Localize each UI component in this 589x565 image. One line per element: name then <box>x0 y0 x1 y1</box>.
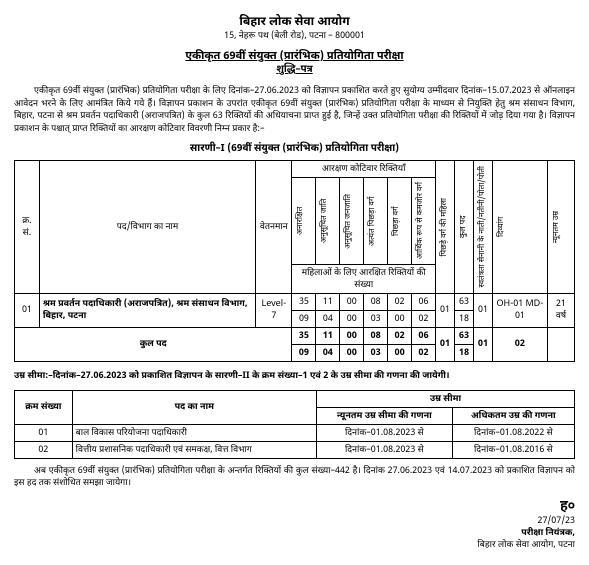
t2-sl: क्रम संख्या <box>15 390 73 424</box>
r1b-ews: 02 <box>412 310 436 327</box>
r1-dis: OH-01 MD-01 <box>492 293 547 327</box>
tb-unres: 09 <box>292 344 316 361</box>
ta-unres: 35 <box>292 327 316 344</box>
ta-st: 00 <box>340 327 364 344</box>
table1-title: सारणी–I (69वीं संयुक्त (प्रारंभिक) प्रति… <box>14 143 575 156</box>
th-bc: पिछड़ा वर्ग <box>391 194 403 248</box>
vacancy-table: क्र. सं. पद/विभाग का नाम वेतनमान आरक्षण … <box>14 160 575 361</box>
r1b-bc: 00 <box>388 310 412 327</box>
age-table: क्रम संख्या पद का नाम उम्र सीमा न्यूनतम … <box>14 390 575 459</box>
tb-ews: 02 <box>412 344 436 361</box>
signature-title: परीक्षा नियंत्रक, <box>14 527 575 539</box>
th-sc: अनुसूचित जाति <box>319 194 331 248</box>
org-address: 15, नेहरू पथ (बेली रोड), पटना – 800001 <box>14 30 575 42</box>
r1a-st: 00 <box>340 293 364 310</box>
tb-bc: 00 <box>388 344 412 361</box>
tb-ebc: 03 <box>364 344 388 361</box>
th-women-row: महिलाओं के लिए आरक्षित रिक्तियों की संख्… <box>292 264 436 293</box>
tb-total: 18 <box>454 344 473 361</box>
signature-scribble: ह० <box>14 496 575 515</box>
t2r2-post: वित्तीय प्रशासनिक पदाधिकारी एवं समकक्ष, … <box>72 441 316 458</box>
ta-ebc: 08 <box>364 327 388 344</box>
th-ff: स्वतंत्रता सेनानी के नाती/नतीनी/पोता/पोत… <box>477 164 489 290</box>
signature-block: ह० 27/07/23 परीक्षा नियंत्रक, बिहार लोक … <box>14 496 575 551</box>
th-dis: दिव्यांग <box>496 200 508 254</box>
th-reserve-group: आरक्षण कोटिवार रिक्तियाँ <box>292 161 436 178</box>
exam-title: एकीकृत 69वीं संयुक्त (प्रारंभिक) प्रतियो… <box>14 50 575 64</box>
ta-ews: 06 <box>412 327 436 344</box>
th-pay: वेतनमान <box>256 161 292 293</box>
ta-dis: 02 <box>492 327 547 361</box>
t2r1-sl: 01 <box>15 424 73 441</box>
th-st: अनुसूचित जनजाति <box>343 192 355 251</box>
r1-wtotal: 18 <box>454 310 473 327</box>
th-sl: क्र. सं. <box>15 161 40 293</box>
ta-ff: 01 <box>473 327 492 361</box>
r1b-st: 00 <box>340 310 364 327</box>
t2r2-min: दिनांक–01.08.2023 से <box>316 441 452 458</box>
intro-paragraph: एकीकृत 69वीं संयुक्त (प्रारंभिक) प्रतियो… <box>14 85 575 135</box>
th-ews: आर्थिक रूप से कमजोर वर्ग <box>415 180 427 261</box>
r1a-sc: 11 <box>316 293 340 310</box>
r1a-bc: 02 <box>388 293 412 310</box>
r1b-sc: 04 <box>316 310 340 327</box>
r1-sl: 01 <box>15 293 40 327</box>
doc-type: शुद्धि–पत्र <box>14 64 575 77</box>
r1-pay: Level-7 <box>256 293 292 327</box>
ta-sc: 11 <box>316 327 340 344</box>
closing-paragraph: अब एकीकृत 69वीं संयुक्त (प्रारंभिक) प्रत… <box>14 465 575 490</box>
age-note: उम्र सीमा:–दिनांक–27.06.2023 को प्रकाशित… <box>14 370 575 382</box>
signature-org: बिहार लोक सेवा आयोग, पटना <box>14 539 575 551</box>
r1a-ebc: 08 <box>364 293 388 310</box>
t2-min: न्यूनतम उम्र सीमा की गणना <box>316 407 452 424</box>
r1-post: श्रम प्रवर्तन पदाधिकारी (अराजपत्रित), श्… <box>39 293 255 327</box>
org-name: बिहार लोक सेवा आयोग <box>14 14 575 30</box>
th-ebc: अत्यंत पिछड़ा वर्ग <box>367 194 379 248</box>
t2-age: उम्र सीमा <box>316 390 574 407</box>
t2r1-post: बाल विकास परियोजना पदाधिकारी <box>72 424 316 441</box>
t2r2-max: दिनांक–01.08.2016 से <box>452 441 574 458</box>
r1-total: 63 <box>454 293 473 310</box>
th-total: कुल पद <box>458 200 470 254</box>
th-unres: अनारक्षित <box>295 194 307 248</box>
t2-max: अधिकतम उम्र की गणना <box>452 407 574 424</box>
total-label: कुल पद <box>15 327 292 361</box>
r1-age: 21 वर्ष <box>547 293 574 327</box>
th-post: पद/विभाग का नाम <box>39 161 255 293</box>
t2r2-sl: 02 <box>15 441 73 458</box>
r1b-unres: 09 <box>292 310 316 327</box>
ta-bcw: 01 <box>435 327 454 361</box>
r1-ff: 01 <box>473 293 492 327</box>
ta-total: 63 <box>454 327 473 344</box>
t2r1-max: दिनांक–01.08.2022 से <box>452 424 574 441</box>
th-age: न्यूनतम उम्र <box>551 200 563 254</box>
r1a-unres: 35 <box>292 293 316 310</box>
r1b-ebc: 03 <box>364 310 388 327</box>
ta-bc: 02 <box>388 327 412 344</box>
tb-sc: 04 <box>316 344 340 361</box>
th-bcw: पिछड़े वर्ग की महिला <box>439 196 451 259</box>
tb-st: 00 <box>340 344 364 361</box>
r1-bcw: 01 <box>435 293 454 327</box>
t2r1-min: दिनांक–01.08.2023 से <box>316 424 452 441</box>
t2-post: पद का नाम <box>72 390 316 424</box>
r1a-ews: 06 <box>412 293 436 310</box>
